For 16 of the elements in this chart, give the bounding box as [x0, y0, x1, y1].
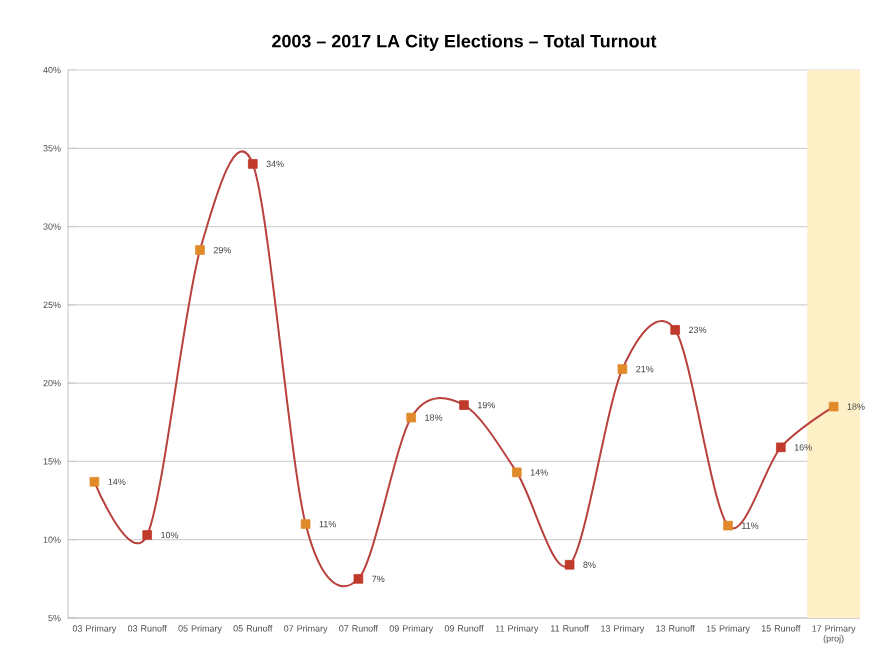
point — [353, 574, 364, 584]
point — [89, 477, 100, 487]
point — [142, 530, 152, 540]
point — [564, 559, 575, 570]
point — [828, 401, 839, 412]
point — [248, 159, 258, 169]
point — [723, 520, 733, 531]
point — [512, 467, 522, 478]
point — [300, 519, 311, 529]
point — [406, 412, 416, 423]
point — [617, 364, 628, 374]
point — [670, 325, 680, 335]
point — [459, 400, 469, 410]
point — [776, 442, 786, 453]
chart-title: 2003 – 2017 LA City Elections – Total Turnout — [272, 34, 657, 51]
point — [195, 245, 205, 255]
